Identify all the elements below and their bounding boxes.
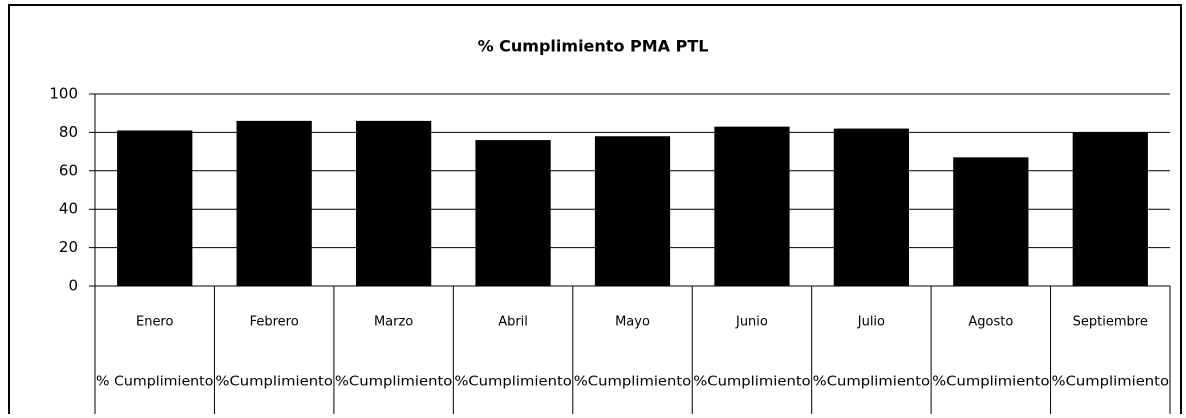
bar — [1072, 132, 1148, 286]
x-subcategory-label: % Cumplimiento — [96, 375, 213, 390]
x-tick-label: Mayo — [615, 315, 650, 330]
x-subcategory-label: %Cumplimiento — [1052, 375, 1169, 390]
bar — [714, 126, 790, 286]
chart-border — [8, 4, 1182, 418]
bar — [117, 130, 193, 286]
x-tick-label: Febrero — [250, 315, 299, 330]
y-tick-label: 40 — [59, 200, 78, 218]
bar — [953, 157, 1029, 286]
x-subcategory-label: %Cumplimiento — [813, 375, 930, 390]
y-tick-label: 60 — [59, 161, 78, 179]
y-tick-label: 0 — [68, 277, 78, 295]
x-subcategory-label: %Cumplimiento — [454, 375, 571, 390]
x-tick-label: Marzo — [374, 315, 413, 330]
x-tick-label: Agosto — [968, 315, 1013, 330]
x-subcategory-label: %Cumplimiento — [574, 375, 691, 390]
x-tick-label: Enero — [136, 315, 174, 330]
x-tick-label: Junio — [735, 315, 768, 330]
bar — [475, 140, 551, 286]
x-subcategory-label: %Cumplimiento — [932, 375, 1049, 390]
y-tick-label: 80 — [59, 123, 78, 141]
x-subcategory-label: %Cumplimiento — [693, 375, 810, 390]
x-tick-label: Abril — [498, 315, 528, 330]
x-subcategory-label: %Cumplimiento — [215, 375, 332, 390]
bar — [236, 120, 312, 286]
x-tick-label: Septiembre — [1073, 315, 1148, 330]
chart-title: % Cumplimiento PMA PTL — [478, 37, 709, 56]
y-tick-label: 100 — [49, 85, 78, 103]
bar — [833, 128, 910, 286]
y-tick-label: 20 — [59, 238, 78, 256]
x-tick-label: Julio — [857, 315, 885, 330]
bar — [355, 120, 432, 286]
bar — [594, 136, 671, 286]
x-subcategory-label: %Cumplimiento — [335, 375, 452, 390]
